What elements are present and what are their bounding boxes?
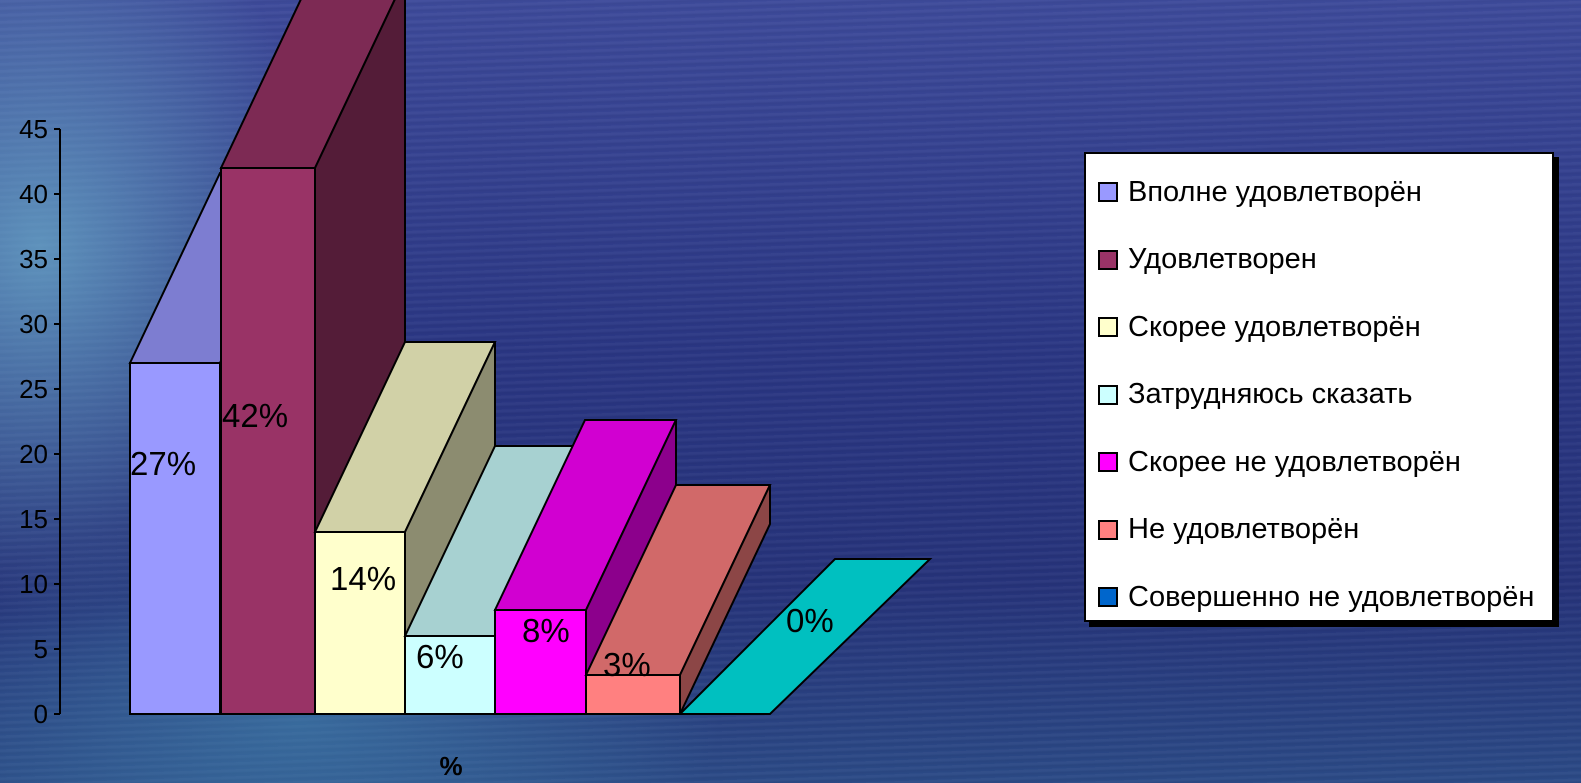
y-tick-label: 45 <box>19 114 48 144</box>
y-axis: 0 5 10 15 20 25 30 35 40 45 <box>19 114 61 729</box>
legend-item: Затрудняюсь сказать <box>1098 375 1413 415</box>
data-label: 0% <box>786 602 834 639</box>
legend-item: Удовлетворен <box>1098 240 1317 280</box>
legend-swatch <box>1098 182 1118 202</box>
bar-front-face <box>220 167 316 715</box>
legend-swatch <box>1098 519 1118 540</box>
x-axis-label: % <box>439 751 462 781</box>
legend-swatch <box>1098 452 1118 472</box>
bar-floor-face <box>677 558 933 715</box>
legend-label: Скорее удовлетворён <box>1128 310 1421 343</box>
bar <box>677 558 933 715</box>
data-label: 3% <box>603 646 651 683</box>
y-tick-label: 30 <box>19 309 48 339</box>
legend-label: Затрудняюсь сказать <box>1128 378 1413 410</box>
bar-front-face <box>314 531 406 715</box>
data-label: 42% <box>222 397 288 434</box>
legend-swatch <box>1098 249 1118 270</box>
data-label: 6% <box>416 638 464 675</box>
legend-swatch <box>1098 384 1118 405</box>
legend-item: Скорее удовлетворён <box>1098 307 1421 347</box>
legend-label: Не удовлетворён <box>1128 513 1360 545</box>
bar-front-face <box>129 362 221 715</box>
y-tick-label: 5 <box>34 634 48 664</box>
data-label: 27% <box>130 445 196 482</box>
y-tick-label: 35 <box>19 244 48 274</box>
data-label: 8% <box>522 612 570 649</box>
y-tick-label: 10 <box>19 569 48 599</box>
legend-label: Совершенно не удовлетворён <box>1128 580 1535 613</box>
bar-front-face <box>494 609 587 715</box>
bar <box>584 484 772 715</box>
legend-swatch <box>1098 587 1118 607</box>
y-tick-label: 20 <box>19 439 48 469</box>
legend-label: Вполне удовлетворён <box>1128 175 1422 208</box>
data-labels-group: 27% 42% 14% 6% 8% 3% 0% <box>130 397 834 683</box>
bars-group <box>128 0 933 715</box>
chart-legend: Вполне удовлетворён Удовлетворен Скорее уд… <box>1084 152 1554 622</box>
y-tick-label: 0 <box>34 699 48 729</box>
data-label: 14% <box>330 560 396 597</box>
bar-front-face <box>585 674 681 715</box>
legend-item: Скорее не удовлетворён <box>1098 442 1461 482</box>
legend-label: Скорее не удовлетворён <box>1128 445 1461 478</box>
y-tick-label: 25 <box>19 374 48 404</box>
legend-item: Совершенно не удовлетворён <box>1098 577 1534 617</box>
y-tick-label: 40 <box>19 179 48 209</box>
legend-item: Не удовлетворён <box>1098 510 1359 550</box>
y-tick-label: 15 <box>19 504 48 534</box>
legend-swatch <box>1098 317 1118 337</box>
legend-label: Удовлетворен <box>1128 243 1317 275</box>
legend-item: Вполне удовлетворён <box>1098 172 1422 212</box>
